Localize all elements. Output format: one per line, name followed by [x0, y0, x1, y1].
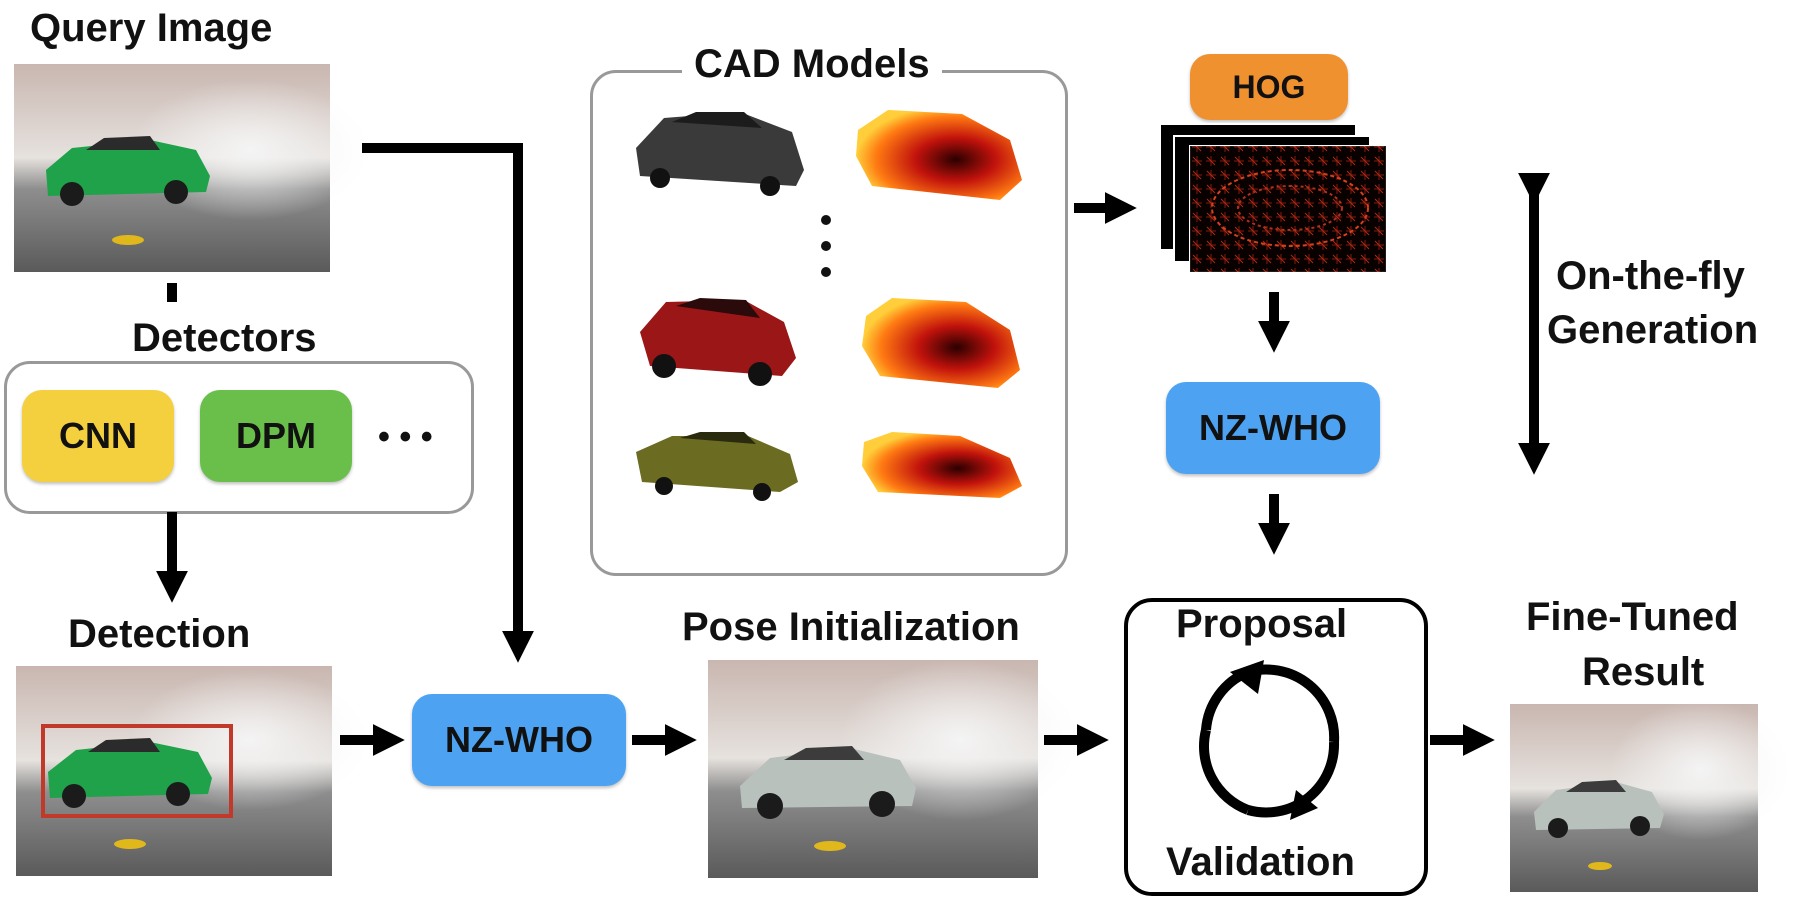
cad-depth-map-1	[856, 110, 1022, 200]
nz-who-top-pill: NZ-WHO	[1166, 382, 1380, 474]
cnn-detector-pill: CNN	[22, 390, 174, 482]
on-the-fly-title-line2: Generation	[1547, 308, 1759, 352]
dpm-detector-label: DPM	[236, 415, 316, 456]
cad-car-red	[640, 298, 796, 386]
more-detectors-ellipsis: • • •	[378, 418, 433, 456]
nz-who-bottom-label: NZ-WHO	[445, 719, 593, 760]
cad-depth-map-3	[862, 432, 1022, 498]
hog-pill: HOG	[1190, 54, 1348, 120]
on-the-fly-title-line1: On-the-fly	[1556, 254, 1745, 298]
nz-who-bottom-pill: NZ-WHO	[412, 694, 626, 786]
detectors-title-overlay: Detectors	[122, 316, 327, 361]
query-to-nzwho-arrow	[362, 143, 535, 663]
pose-initialization-title: Pose Initialization	[682, 605, 1020, 649]
proposal-validation-box	[1124, 598, 1428, 896]
cad-car-olive	[636, 432, 798, 501]
fine-tuned-title-line2: Result	[1582, 650, 1705, 694]
cad-models-title: CAD Models	[682, 42, 942, 87]
hog-label: HOG	[1232, 68, 1306, 105]
detection-bounding-box	[41, 724, 233, 818]
fine-tuned-title-line1: Fine-Tuned	[1526, 595, 1739, 639]
proposal-validation-cycle-icon	[1199, 660, 1340, 820]
validation-label: Validation	[1166, 840, 1355, 884]
proposal-label: Proposal	[1176, 602, 1348, 646]
query-image-title: Query Image	[30, 6, 273, 50]
cad-depth-map-2	[862, 298, 1020, 388]
cnn-detector-label: CNN	[59, 415, 137, 456]
cad-car-gray	[636, 112, 804, 196]
detection-title: Detection	[68, 612, 251, 656]
nz-who-top-label: NZ-WHO	[1199, 407, 1347, 448]
dpm-detector-pill: DPM	[200, 390, 352, 482]
